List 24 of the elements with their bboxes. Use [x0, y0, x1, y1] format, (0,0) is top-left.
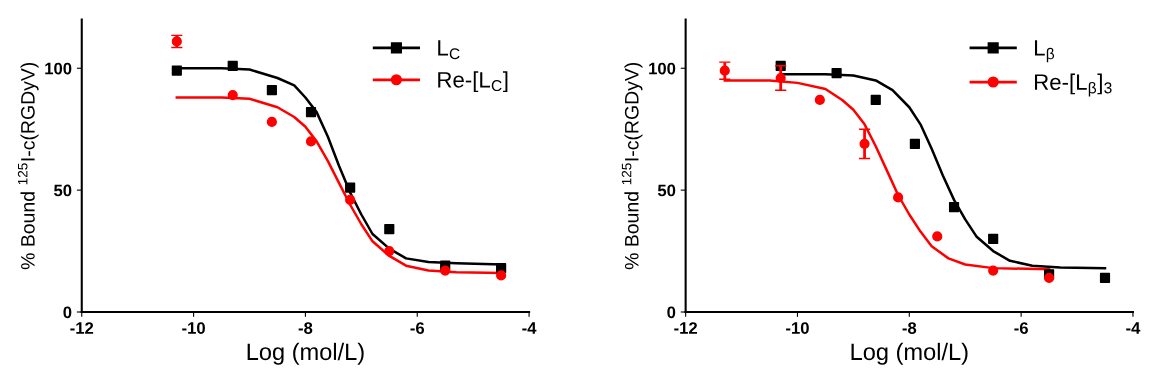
legend-label: L$_{C}$	[438, 40, 460, 60]
y-tick-label: 100	[45, 62, 72, 75]
y-tick-label: 50	[657, 184, 676, 197]
y-tick-label: 0	[667, 306, 676, 319]
legend-label: Re-[L$_{β}$]$_{3}$	[1035, 73, 1112, 97]
x-axis-title: Log (mol/L)	[247, 342, 364, 365]
y-tick-label: 50	[54, 184, 72, 197]
x-tick-label: -4	[522, 322, 537, 334]
x-tick-label: -12	[674, 322, 698, 334]
y-tick-label: 0	[63, 306, 72, 319]
y-axis-title: % Bound $^{125}$I-c(RGDyV)	[17, 62, 39, 270]
y-axis-title: % Bound $^{125}$I-c(RGDyV)	[621, 62, 643, 270]
x-tick-label: -10	[182, 322, 205, 334]
x-axis-title: Log (mol/L)	[851, 342, 968, 365]
x-tick-label: -8	[902, 322, 917, 334]
x-tick-label: -12	[70, 322, 94, 334]
x-tick-label: -4	[1126, 322, 1141, 334]
x-tick-label: -8	[298, 322, 313, 334]
legend-label: Re-[L$_{C}$]	[438, 71, 508, 93]
x-tick-label: -6	[410, 322, 425, 334]
x-tick-label: -6	[1014, 322, 1028, 334]
x-tick-label: -10	[786, 322, 809, 334]
legend-label: L$_{β}$	[1035, 40, 1055, 63]
y-tick-label: 100	[649, 62, 676, 75]
